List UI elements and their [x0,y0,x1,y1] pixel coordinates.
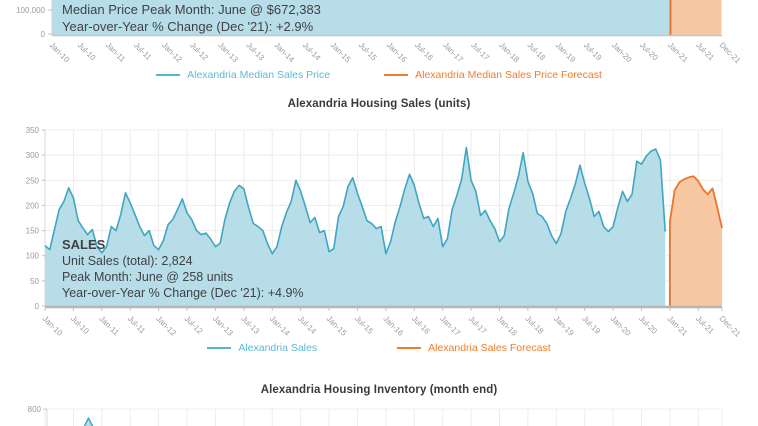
svg-text:Jan-14: Jan-14 [272,41,296,64]
median-price-peak-text: Median Price Peak Month: June @ $672,383 [62,2,321,17]
legend-item-median-price: Alexandria Median Sales Price [156,69,330,81]
svg-text:Jan-16: Jan-16 [385,41,409,64]
svg-text:Jan-16: Jan-16 [381,314,405,338]
svg-text:Jul-21: Jul-21 [694,41,716,63]
svg-text:50: 50 [30,277,39,286]
svg-text:800: 800 [28,405,42,414]
legend-item-median-price-forecast: Alexandria Median Sales Price Forecast [384,69,602,81]
svg-text:100,000: 100,000 [16,6,45,15]
svg-text:0: 0 [35,302,40,311]
svg-text:Jul-11: Jul-11 [126,314,148,336]
svg-text:Jan-12: Jan-12 [160,41,184,64]
svg-text:Jul-10: Jul-10 [69,314,91,336]
legend-item-sales-forecast: Alexandria Sales Forecast [397,342,551,354]
sales-chart-section: Alexandria Housing Sales (units) 0 50 100 1… [0,95,758,367]
svg-text:Jul-18: Jul-18 [525,41,547,63]
sales-yoy-text: Year-over-Year % Change (Dec '21): +4.9% [62,286,304,300]
svg-text:Jan-15: Jan-15 [329,41,353,64]
svg-text:Jan-18: Jan-18 [497,41,521,64]
sales-legend: Alexandria Sales Alexandria Sales Foreca… [0,342,758,354]
svg-text:Dec-21: Dec-21 [718,41,743,64]
sales-peak-text: Peak Month: June @ 258 units [62,270,234,284]
svg-text:Jul-20: Jul-20 [637,314,659,336]
svg-text:100: 100 [26,252,40,261]
svg-text:Jul-16: Jul-16 [410,314,432,336]
legend-label: Alexandria Sales Forecast [428,342,551,354]
line-swatch-icon [156,74,181,76]
inventory-chart-title: Alexandria Housing Inventory (month end) [260,384,498,396]
svg-text:Jul-14: Jul-14 [296,314,318,336]
svg-text:Jul-17: Jul-17 [467,314,489,336]
svg-text:Dec-21: Dec-21 [718,314,743,339]
inventory-plot: 800 [28,405,723,426]
svg-text:Jan-11: Jan-11 [97,314,121,338]
legend-label: Alexandria Median Sales Price [187,69,331,81]
svg-text:0: 0 [41,30,46,39]
svg-text:Jul-19: Jul-19 [582,41,604,63]
svg-text:300: 300 [26,151,40,160]
svg-text:Jan-10: Jan-10 [48,41,72,64]
svg-text:Jan-20: Jan-20 [610,41,634,64]
svg-text:Jul-13: Jul-13 [239,314,261,336]
svg-text:Jul-14: Jul-14 [301,41,323,63]
legend-label: Alexandria Sales [238,342,318,354]
median-price-chart-section: 100,000 0 Jan-10 Jul-10 Jan-11 Jul-11 Jan-12 Ju… [0,0,758,92]
svg-text:Jul-11: Jul-11 [132,41,154,63]
svg-text:Jul-18: Jul-18 [523,314,545,336]
svg-text:Jul-10: Jul-10 [76,41,98,63]
svg-text:Jan-14: Jan-14 [268,314,292,338]
svg-text:Jan-11: Jan-11 [104,41,128,64]
line-swatch-icon [384,74,409,76]
sales-chart-title: Alexandria Housing Sales (units) [287,98,471,110]
inventory-chart-section: Alexandria Housing Inventory (month end)… [0,372,758,426]
svg-text:Jan-21: Jan-21 [666,314,690,338]
svg-text:Jul-15: Jul-15 [353,314,375,336]
line-swatch-icon [207,347,232,349]
svg-text:200: 200 [26,201,40,210]
sales-total-text: Unit Sales (total): 2,824 [62,254,193,268]
svg-text:Jan-20: Jan-20 [609,314,633,338]
svg-text:Jan-15: Jan-15 [325,314,349,338]
svg-text:Jan-12: Jan-12 [154,314,178,338]
sales-annotation: SALES Unit Sales (total): 2,824 Peak Mon… [62,237,304,301]
svg-text:350: 350 [26,126,40,135]
svg-text:Jul-19: Jul-19 [580,314,602,336]
svg-text:Jul-12: Jul-12 [188,41,210,63]
svg-text:Jul-12: Jul-12 [183,314,205,336]
median-price-yoy-text: Year-over-Year % Change (Dec '21): +2.9% [62,19,314,34]
svg-text:Jan-21: Jan-21 [666,41,690,64]
svg-text:Jan-19: Jan-19 [554,41,578,64]
svg-text:Jan-13: Jan-13 [216,41,240,64]
legend-item-sales: Alexandria Sales [207,342,317,354]
line-swatch-icon [397,347,422,349]
svg-text:Jul-17: Jul-17 [469,41,491,63]
svg-text:Jul-20: Jul-20 [638,41,660,63]
svg-text:250: 250 [26,176,40,185]
svg-text:Jul-21: Jul-21 [694,314,716,336]
svg-text:Jan-13: Jan-13 [211,314,235,338]
svg-text:Jan-18: Jan-18 [495,314,519,338]
median-price-annotation: Median Price Peak Month: June @ $672,383… [62,1,321,35]
sales-annotation-title: SALES [62,237,106,252]
svg-text:Jan-19: Jan-19 [552,314,576,338]
legend-label: Alexandria Median Sales Price Forecast [415,69,602,81]
svg-text:Jul-16: Jul-16 [413,41,435,63]
svg-text:Jan-17: Jan-17 [438,314,462,338]
median-price-legend: Alexandria Median Sales Price Alexandria… [0,69,758,81]
svg-text:Jul-15: Jul-15 [357,41,379,63]
svg-text:Jan-10: Jan-10 [41,314,65,338]
svg-text:Jan-17: Jan-17 [441,41,465,64]
svg-text:150: 150 [26,227,40,236]
svg-text:Jul-13: Jul-13 [244,41,266,63]
